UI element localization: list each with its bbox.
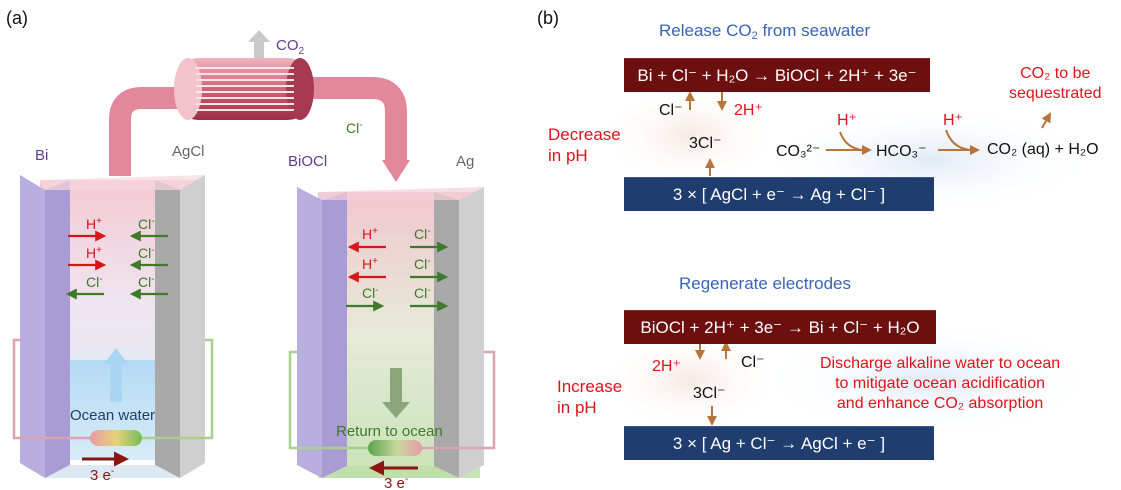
right-circuit <box>288 350 496 456</box>
bottom-cathode-reaction-box: 3 × [ Ag + Cl⁻ → AgCl + e⁻ ] <box>624 426 934 460</box>
transfer-ion-label: Cl- <box>346 120 363 136</box>
bottom-anode-reaction-box: BiOCl + 2H⁺ + 3e⁻ → Bi + Cl⁻ + H₂O <box>624 310 936 344</box>
right-ion-cl-1: Cl- <box>414 226 431 242</box>
top-anode-reaction-box: Bi + Cl⁻ + H₂O → BiOCl + 2H⁺ + 3e⁻ <box>624 58 930 92</box>
top-ph-change: Decrease in pH <box>548 125 621 165</box>
top-cl-out: Cl⁻ <box>659 102 683 119</box>
left-ion-arrows <box>65 230 168 300</box>
return-outflow-arrow <box>382 368 410 418</box>
glow-bottom-left <box>600 330 780 430</box>
left-ion-h-1: H+ <box>86 216 102 232</box>
right-ion-labels: H+ Cl- H+ Cl- Cl- Cl- <box>362 226 431 301</box>
left-ion-cl-3b: Cl- <box>138 274 155 290</box>
top-h-out: 2H⁺ <box>734 102 763 119</box>
discharge-note: Discharge alkaline water to ocean to miti… <box>820 355 1061 412</box>
panel-b-label: (b) <box>537 8 559 28</box>
ocean-water-label: Ocean water <box>70 407 155 424</box>
product-label: CO₂ (aq) + H₂O <box>987 141 1099 158</box>
right-ion-h-2: H+ <box>362 256 378 272</box>
left-ion-cl-3a: Cl- <box>86 274 103 290</box>
right-electron-label: 3 e- <box>384 474 408 490</box>
bicarbonate-label: HCO₃⁻ <box>876 143 927 160</box>
left-ion-cl-1: Cl- <box>138 216 155 232</box>
top-three-cl: 3Cl⁻ <box>689 135 722 152</box>
sequester-note: CO₂ to be sequestrated <box>1009 65 1102 102</box>
right-anode-label: BiOCl <box>288 153 327 170</box>
left-anode-label: Bi <box>35 147 48 164</box>
panel-a-label: (a) <box>6 8 28 28</box>
return-to-ocean-label: Return to ocean <box>336 423 443 440</box>
bottom-three-cl: 3Cl⁻ <box>693 385 726 402</box>
left-circuit <box>12 338 214 446</box>
right-cathode-label: Ag <box>456 153 474 170</box>
top-anode-reaction: Bi + Cl⁻ + H₂O → BiOCl + 2H⁺ + 3e⁻ <box>637 65 917 85</box>
co2-vent-arrow <box>248 30 270 58</box>
left-ion-labels: H+ Cl- H+ Cl- Cl- Cl- <box>86 216 155 290</box>
left-electron-label: 3 e- <box>90 466 114 484</box>
right-cell <box>297 187 484 478</box>
right-ion-cl-3a: Cl- <box>362 285 379 301</box>
carbonate-label: CO₃²⁻ <box>776 143 821 160</box>
transfer-pipes <box>109 77 410 182</box>
h-plus-1: H⁺ <box>837 112 857 129</box>
bottom-ph-change: Increase in pH <box>557 377 623 417</box>
bottom-reaction-arrows <box>695 341 731 426</box>
glow-bottom-right <box>760 320 1100 440</box>
left-cathode-label: AgCl <box>172 143 205 160</box>
right-ion-cl-2: Cl- <box>414 256 431 272</box>
right-ion-h-1: H+ <box>362 226 378 242</box>
bottom-title: Regenerate electrodes <box>679 274 852 293</box>
co2-vent-label: CO2 <box>276 37 305 57</box>
left-ion-h-2: H+ <box>86 245 102 261</box>
glow-top-left <box>600 85 780 185</box>
right-ion-cl-3b: Cl- <box>414 285 431 301</box>
bottom-anode-reaction: BiOCl + 2H⁺ + 3e⁻ → Bi + Cl⁻ + H₂O <box>640 317 920 337</box>
top-cathode-reaction: 3 × [ AgCl + e⁻ → Ag + Cl⁻ ] <box>672 184 886 204</box>
bottom-cl-in: Cl⁻ <box>741 354 765 371</box>
left-ion-cl-2: Cl- <box>138 245 155 261</box>
top-reaction-arrows <box>685 91 1051 176</box>
top-title: Release CO2 from seawater <box>659 21 871 42</box>
right-ion-arrows <box>346 241 449 312</box>
top-cathode-reaction-box: 3 × [ AgCl + e⁻ → Ag + Cl⁻ ] <box>624 177 934 211</box>
h-plus-2: H⁺ <box>943 112 963 129</box>
ocean-water-inflow-arrow <box>104 348 128 402</box>
bottom-h-in: 2H⁺ <box>652 358 681 375</box>
heat-exchanger <box>174 58 314 120</box>
bottom-cathode-reaction: 3 × [ Ag + Cl⁻ → AgCl + e⁻ ] <box>672 433 886 453</box>
